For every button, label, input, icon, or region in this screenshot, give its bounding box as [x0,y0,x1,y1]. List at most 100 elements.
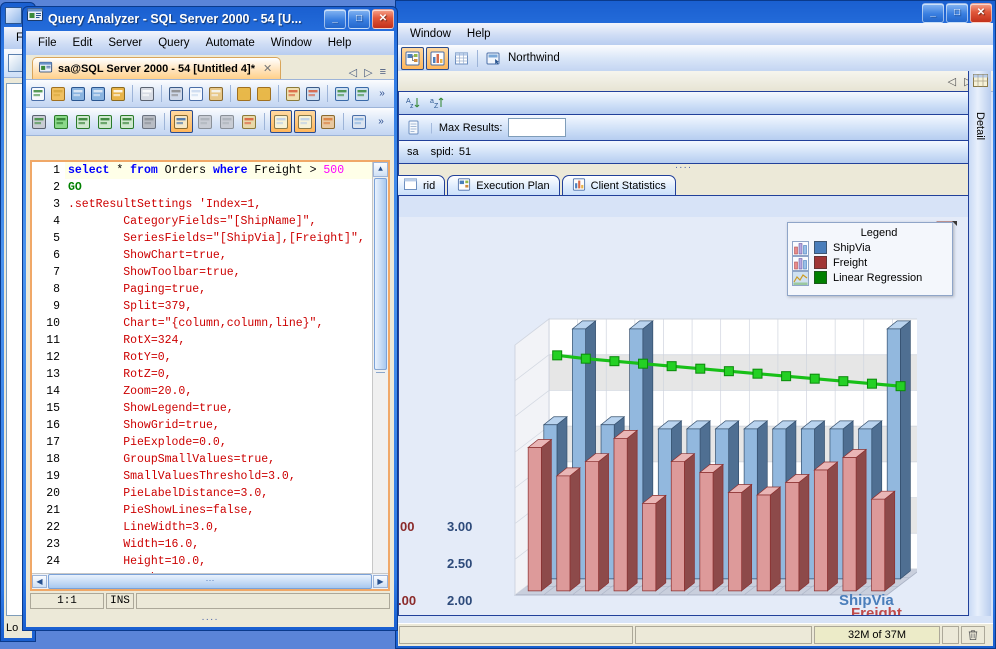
indent-icon[interactable] [333,83,351,104]
pane-splitter[interactable]: ···· [399,163,968,173]
code-line[interactable]: 3 .setResultSettings 'Index=1, [32,196,372,213]
qa-tab-prev-icon[interactable]: ◁ [348,67,358,79]
code-line[interactable]: 16 ShowGrid=true, [32,417,372,434]
trash-icon[interactable] [961,626,985,644]
qa-tab-next-icon[interactable]: ▷ [364,67,373,79]
code-line[interactable]: 13 RotZ=0, [32,366,372,383]
tab-results-grid[interactable]: rid [398,175,446,195]
database-icon[interactable] [483,48,504,69]
qa-toolbar-row2[interactable]: » [26,108,394,136]
qa-menu-query[interactable]: Query [158,37,190,49]
undo-icon[interactable] [235,83,253,104]
qa-hscroll-thumb[interactable]: ⋯ [48,574,372,589]
qa-window-grip[interactable]: ···· [201,614,219,625]
code-line[interactable]: 19 SmallValuesThreshold=3.0, [32,468,372,485]
mdi-prev-icon[interactable]: ◁ [947,75,957,88]
qa-editor-vscrollbar[interactable]: ▲ ▼ [372,162,388,589]
code-line[interactable]: 15 ShowLegend=true, [32,400,372,417]
code-line[interactable]: 4 CategoryFields="[ShipName]", [32,213,372,230]
print-icon[interactable] [138,83,156,104]
next-icon[interactable] [217,111,237,132]
toolbar-overflow-icon[interactable]: » [379,88,385,99]
code-line[interactable]: 9 Split=379, [32,298,372,315]
execute-file-icon[interactable] [117,111,137,132]
client-statistics-toggle-icon[interactable] [426,46,449,70]
qa-tab-list-icon[interactable]: ≡ [379,66,386,78]
qa-tab-nav[interactable]: ◁ ▷ ≡ [349,66,394,79]
qa-menu-automate[interactable]: Automate [205,37,255,49]
qa-menu-edit[interactable]: Edit [72,37,93,49]
legend-entry-linear-regression[interactable]: Linear Regression [814,270,944,285]
results-text-icon[interactable] [318,111,338,132]
maximize-button[interactable]: □ [946,3,968,23]
new-query-icon[interactable] [29,83,47,104]
results-window[interactable]: _ □ ✕ Window Help Northwind [395,0,996,649]
object-search-icon[interactable] [239,111,259,132]
qa-menu-window[interactable]: Window [270,37,312,49]
open-icon[interactable] [49,83,67,104]
code-line[interactable]: 11 RotX=324, [32,332,372,349]
grid-results-icon[interactable] [451,48,472,69]
query-analyzer-window[interactable]: Query Analyzer - SQL Server 2000 - 54 [U… [22,6,398,631]
execute-text-icon[interactable] [95,111,115,132]
copy-icon[interactable] [187,83,205,104]
save-all-icon[interactable] [89,83,107,104]
code-line[interactable]: 5 SeriesFields="[ShipVia],[Freight]", [32,230,372,247]
code-line[interactable]: 18 GroupSmallValues=true, [32,451,372,468]
code-line[interactable]: 24 Height=10.0, [32,553,372,570]
code-line[interactable]: 23 Width=16.0, [32,536,372,553]
mdi-navbar[interactable]: ◁ ▷ ≡ [398,71,993,92]
qa-menu-help[interactable]: Help [327,37,352,49]
code-line[interactable]: 22 LineWidth=3.0, [32,519,372,536]
results-split-icon[interactable] [293,110,316,133]
menu-window[interactable]: Window [410,28,451,40]
code-line[interactable]: 21 PieShowLines=false, [32,502,372,519]
chart-legend[interactable]: Legend [787,222,953,296]
paste-icon[interactable] [207,83,225,104]
qa-menu-server[interactable]: Server [108,37,143,49]
code-line[interactable]: 2 GO [32,179,372,196]
qa-menu-file[interactable]: File [38,37,57,49]
toolbar-overflow-icon[interactable]: » [378,116,384,127]
close-button[interactable]: ✕ [970,3,992,23]
save-results-icon[interactable] [109,83,127,104]
qa-hscroll-left-icon[interactable]: ◀ [32,575,47,588]
qa-document-tabstrip[interactable]: sa@SQL Server 2000 - 54 [Untitled 4]* ✕ … [26,55,394,80]
qa-tab-close-icon[interactable]: ✕ [263,63,273,75]
code-line[interactable]: 1 select * from Orders where Freight > 50… [32,162,372,179]
background-menu-file[interactable]: F [16,32,24,44]
tab-execution-plan[interactable]: Execution Plan [447,175,560,195]
code-line[interactable]: 14 Zoom=20.0, [32,383,372,400]
qa-menubar[interactable]: File Edit Server Query Automate Window H… [26,31,394,55]
qa-code-area[interactable]: 1 select * from Orders where Freight > 50… [32,162,388,589]
execution-plan-toggle-icon[interactable] [401,46,424,70]
legend-entry-freight[interactable]: Freight [814,255,944,270]
outdent-icon[interactable] [353,83,371,104]
replace-icon[interactable] [304,83,322,104]
code-line[interactable]: 20 PieLabelDistance=3.0, [32,485,372,502]
qa-scroll-up-icon[interactable]: ▲ [373,162,388,177]
minimize-button[interactable]: _ [922,3,944,23]
chart-plot[interactable] [497,295,917,615]
legend-entry-shipvia[interactable]: ShipVia [814,240,944,255]
redo-icon[interactable] [255,83,273,104]
code-line[interactable]: 17 PieExplode=0.0, [32,434,372,451]
code-line[interactable]: 7 ShowToolbar=true, [32,264,372,281]
show-results-pane-icon[interactable] [349,111,369,132]
qa-maximize-button[interactable]: □ [348,9,370,29]
query-analyzer-titlebar[interactable]: Query Analyzer - SQL Server 2000 - 54 [U… [23,7,397,31]
results-window-buttons[interactable]: _ □ ✕ [922,3,995,23]
cut-icon[interactable] [167,83,185,104]
save-icon[interactable] [69,83,87,104]
parse-icon[interactable] [29,111,49,132]
qa-hscroll-right-icon[interactable]: ▶ [373,575,388,588]
menu-help[interactable]: Help [466,28,491,40]
code-line[interactable]: 12 RotY=0, [32,349,372,366]
query-analyzer-window-buttons[interactable]: _ □ ✕ [324,9,397,29]
qa-minimize-button[interactable]: _ [324,9,346,29]
execute-grid-icon[interactable] [73,111,93,132]
object-browser-icon[interactable] [170,110,193,133]
execute-icon[interactable] [51,111,71,132]
